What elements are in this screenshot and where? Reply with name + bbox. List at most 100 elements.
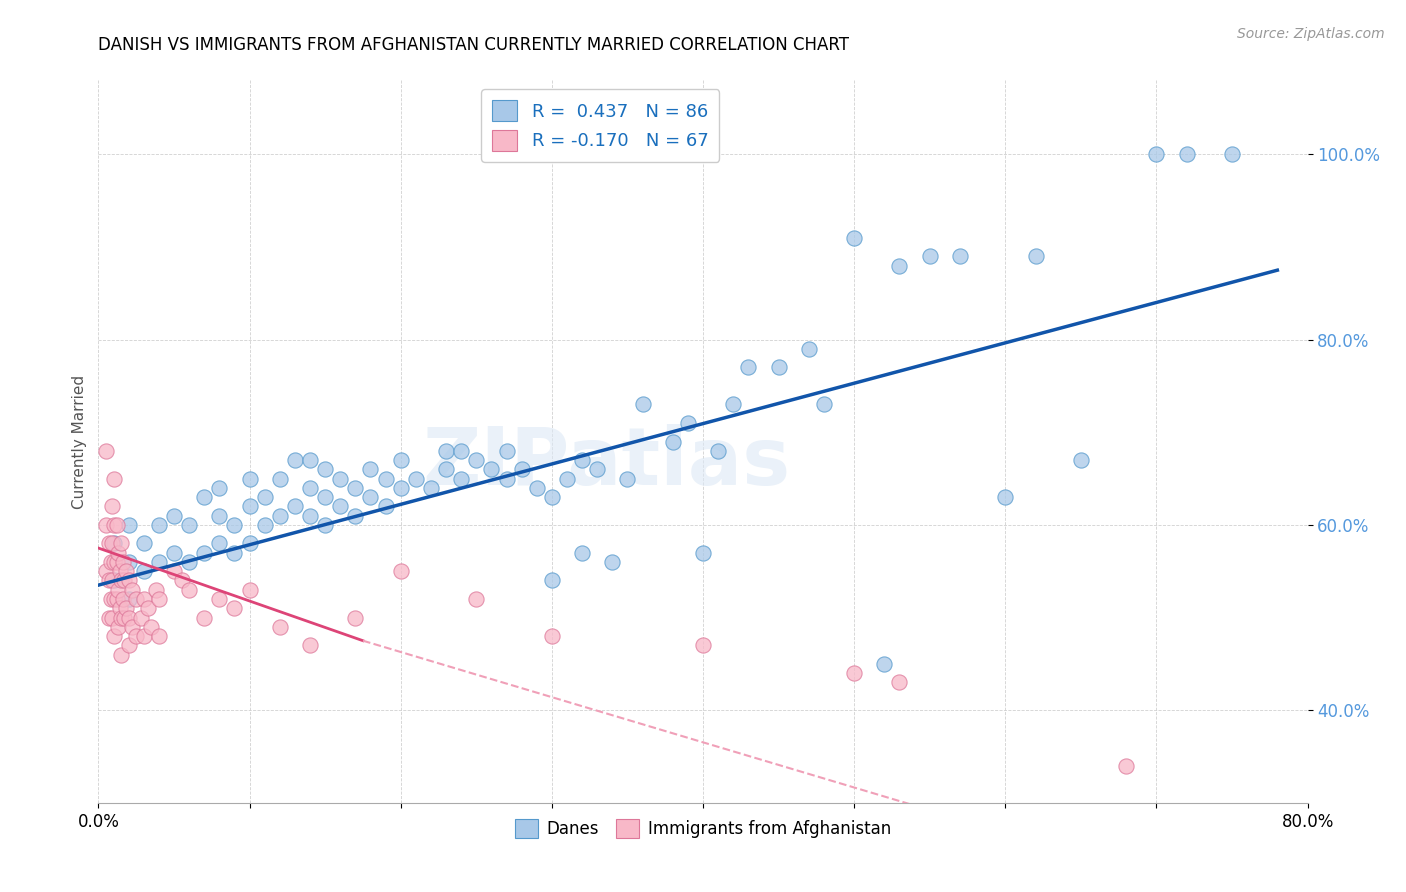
- Point: [602, 555, 624, 569]
- Point: [105, 555, 128, 569]
- Point: [101, 574, 124, 588]
- Point: [707, 443, 730, 458]
- Point: [100, 592, 122, 607]
- Point: [112, 574, 135, 588]
- Point: [103, 592, 125, 607]
- Point: [148, 629, 170, 643]
- Point: [465, 453, 488, 467]
- Point: [768, 360, 790, 375]
- Point: [118, 592, 141, 607]
- Point: [112, 610, 135, 624]
- Point: [661, 434, 683, 449]
- Point: [101, 610, 124, 624]
- Point: [239, 536, 262, 550]
- Point: [103, 536, 125, 550]
- Point: [299, 508, 322, 523]
- Point: [105, 592, 128, 607]
- Point: [179, 555, 201, 569]
- Point: [299, 453, 322, 467]
- Point: [132, 592, 155, 607]
- Point: [132, 564, 155, 578]
- Point: [170, 574, 193, 588]
- Point: [420, 481, 443, 495]
- Point: [526, 481, 548, 495]
- Point: [844, 231, 866, 245]
- Point: [193, 490, 215, 504]
- Point: [889, 259, 911, 273]
- Point: [208, 592, 231, 607]
- Point: [111, 555, 134, 569]
- Point: [344, 610, 367, 624]
- Point: [889, 675, 911, 690]
- Point: [101, 536, 124, 550]
- Point: [692, 638, 714, 652]
- Point: [450, 472, 472, 486]
- Point: [163, 508, 186, 523]
- Point: [121, 582, 143, 597]
- Point: [949, 249, 972, 263]
- Point: [103, 574, 125, 588]
- Point: [193, 546, 215, 560]
- Point: [145, 582, 167, 597]
- Point: [94, 517, 117, 532]
- Point: [329, 500, 352, 514]
- Point: [98, 536, 121, 550]
- Point: [1024, 249, 1046, 263]
- Point: [555, 472, 578, 486]
- Point: [314, 462, 336, 476]
- Point: [465, 592, 488, 607]
- Point: [314, 517, 336, 532]
- Point: [179, 517, 201, 532]
- Point: [299, 481, 322, 495]
- Point: [121, 620, 143, 634]
- Point: [136, 601, 159, 615]
- Point: [110, 574, 132, 588]
- Point: [253, 517, 276, 532]
- Point: [107, 546, 129, 560]
- Point: [360, 462, 382, 476]
- Point: [540, 490, 562, 504]
- Point: [148, 555, 170, 569]
- Point: [329, 472, 352, 486]
- Point: [873, 657, 896, 671]
- Point: [108, 601, 131, 615]
- Point: [253, 490, 276, 504]
- Point: [111, 592, 134, 607]
- Point: [344, 508, 367, 523]
- Point: [586, 462, 609, 476]
- Point: [132, 629, 155, 643]
- Point: [163, 564, 186, 578]
- Point: [125, 592, 148, 607]
- Point: [105, 517, 128, 532]
- Point: [434, 462, 457, 476]
- Point: [344, 481, 367, 495]
- Point: [98, 574, 121, 588]
- Point: [692, 546, 714, 560]
- Point: [1144, 147, 1167, 161]
- Point: [1070, 453, 1092, 467]
- Point: [239, 500, 262, 514]
- Point: [103, 555, 125, 569]
- Point: [540, 629, 562, 643]
- Y-axis label: Currently Married: Currently Married: [72, 375, 87, 508]
- Point: [1220, 147, 1243, 161]
- Point: [284, 500, 307, 514]
- Text: DANISH VS IMMIGRANTS FROM AFGHANISTAN CURRENTLY MARRIED CORRELATION CHART: DANISH VS IMMIGRANTS FROM AFGHANISTAN CU…: [98, 36, 849, 54]
- Point: [723, 397, 745, 411]
- Point: [103, 517, 125, 532]
- Point: [269, 472, 291, 486]
- Point: [163, 546, 186, 560]
- Point: [98, 610, 121, 624]
- Point: [389, 481, 412, 495]
- Point: [450, 443, 472, 458]
- Point: [631, 397, 654, 411]
- Point: [114, 601, 136, 615]
- Point: [813, 397, 835, 411]
- Point: [918, 249, 941, 263]
- Point: [389, 564, 412, 578]
- Text: Source: ZipAtlas.com: Source: ZipAtlas.com: [1237, 27, 1385, 41]
- Point: [571, 453, 593, 467]
- Point: [994, 490, 1017, 504]
- Point: [103, 629, 125, 643]
- Point: [108, 564, 131, 578]
